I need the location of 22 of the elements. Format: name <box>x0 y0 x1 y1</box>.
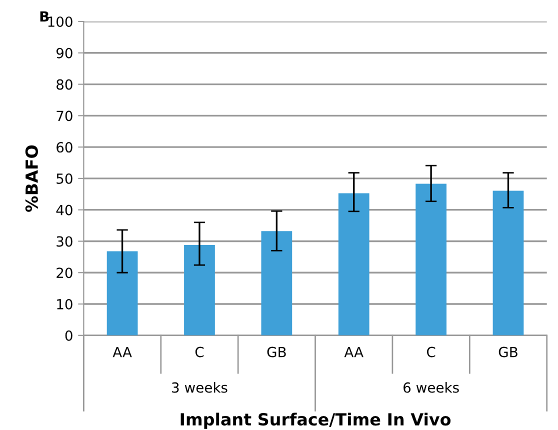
y-tick-label: 100 <box>48 16 72 27</box>
y-tick-label: 40 <box>56 204 72 216</box>
x-tick-label: GB <box>267 346 286 358</box>
y-tick-label: 10 <box>57 298 72 310</box>
y-tick-label: 50 <box>56 173 72 184</box>
y-tick-label: 0 <box>65 330 72 341</box>
x-axis-title: Implant Surface/Time In Vivo <box>180 412 451 429</box>
y-axis-title: %BAFO <box>25 145 38 212</box>
text: B <box>40 11 49 22</box>
y-tick-label: 60 <box>56 142 72 153</box>
y-tick-label: 70 <box>56 110 72 122</box>
x-tick-label: C <box>426 346 436 358</box>
x-tick-label: AA <box>344 346 364 358</box>
x-tick-label: C <box>195 346 204 358</box>
x-tick-label: AA <box>112 346 132 358</box>
y-tick-label: 30 <box>56 236 72 247</box>
y-tick-label: 20 <box>56 268 72 278</box>
text: 3 weeks <box>172 382 228 393</box>
y-tick-label: 80 <box>56 79 72 90</box>
x-tick-label: GB <box>498 346 518 358</box>
y-tick-label: 90 <box>56 48 72 58</box>
text: 6 weeks <box>404 382 459 393</box>
